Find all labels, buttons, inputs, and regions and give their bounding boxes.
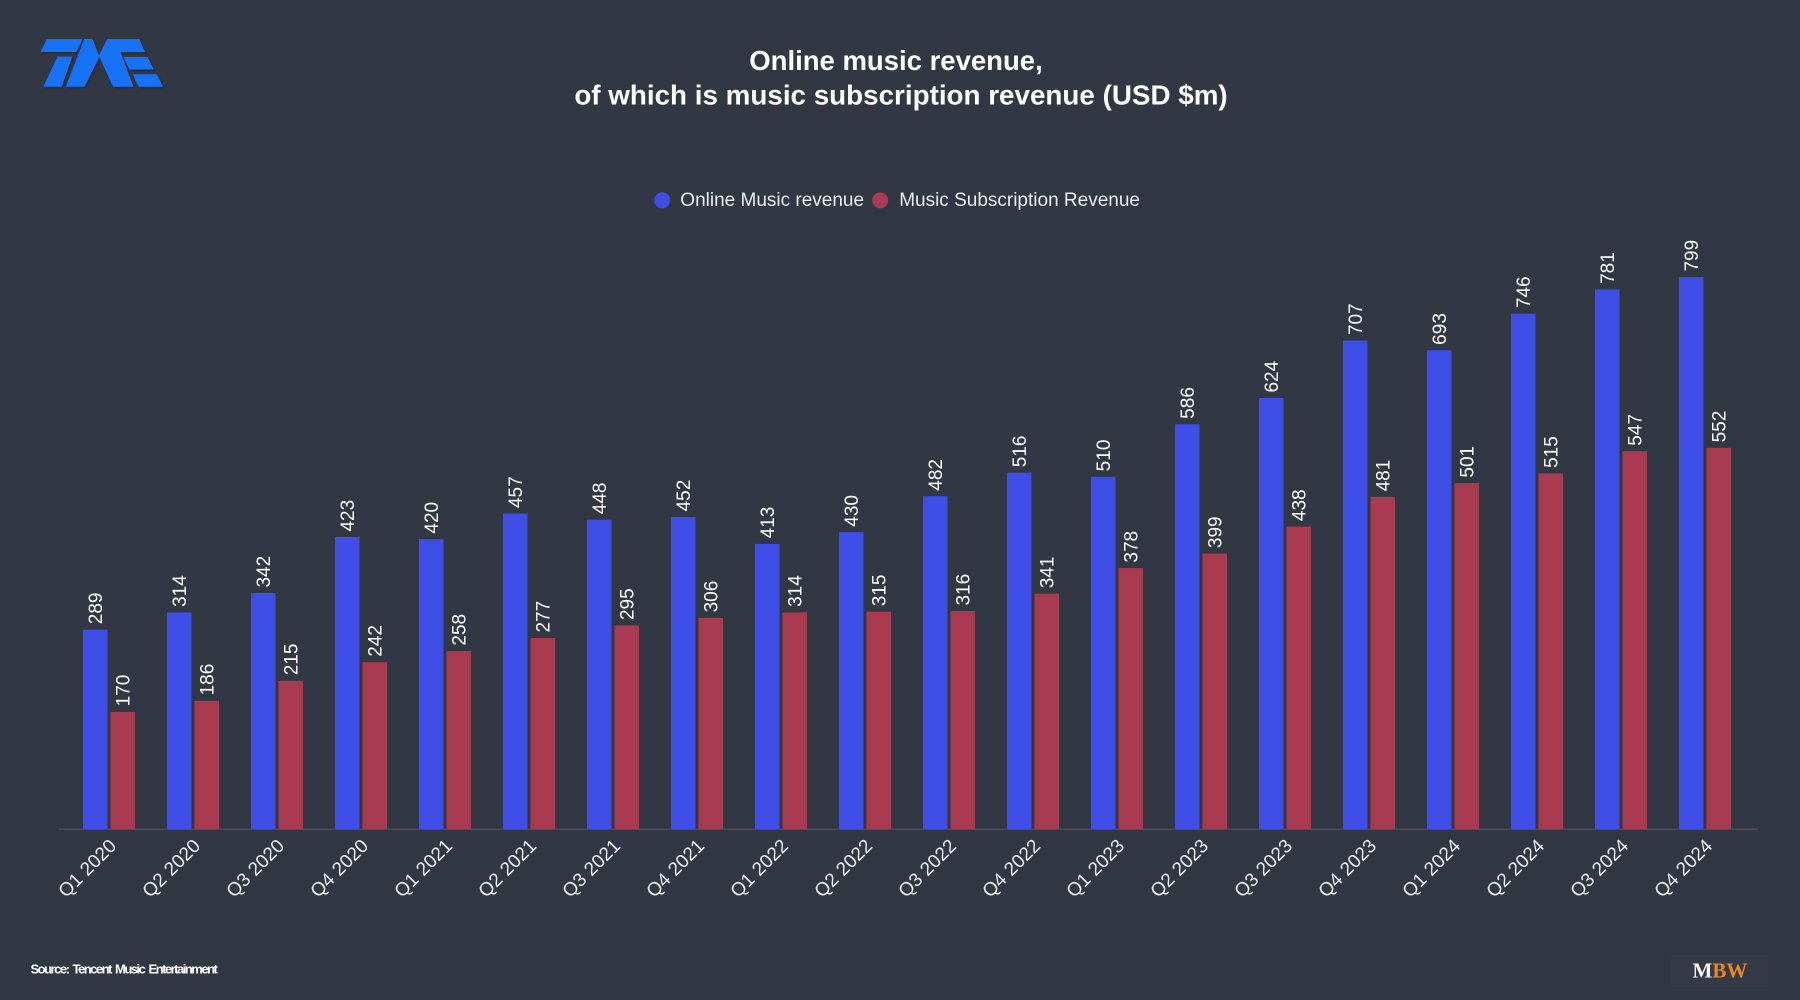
svg-text:448: 448 xyxy=(590,482,611,514)
svg-text:341: 341 xyxy=(1038,556,1059,588)
svg-text:746: 746 xyxy=(1514,276,1535,308)
svg-text:430: 430 xyxy=(842,495,863,527)
svg-text:781: 781 xyxy=(1598,252,1619,284)
svg-text:482: 482 xyxy=(926,459,947,491)
svg-text:515: 515 xyxy=(1542,436,1563,468)
svg-text:586: 586 xyxy=(1178,387,1199,419)
svg-text:510: 510 xyxy=(1094,440,1115,472)
svg-text:378: 378 xyxy=(1122,531,1143,563)
svg-text:501: 501 xyxy=(1458,446,1479,478)
svg-text:314: 314 xyxy=(170,575,191,607)
svg-text:186: 186 xyxy=(198,664,219,696)
svg-text:289: 289 xyxy=(86,592,107,624)
svg-text:452: 452 xyxy=(674,480,695,512)
svg-text:316: 316 xyxy=(954,574,975,606)
svg-text:215: 215 xyxy=(282,644,303,676)
svg-text:399: 399 xyxy=(1206,516,1227,548)
svg-text:Source: Tencent Music Entertai: Source: Tencent Music Entertainment xyxy=(31,962,219,977)
svg-text:413: 413 xyxy=(758,507,779,539)
svg-text:295: 295 xyxy=(618,588,639,620)
svg-text:624: 624 xyxy=(1262,360,1283,392)
svg-text:420: 420 xyxy=(422,502,443,534)
svg-text:342: 342 xyxy=(254,556,275,588)
svg-text:Online music revenue,: Online music revenue, xyxy=(749,45,1042,76)
svg-text:314: 314 xyxy=(786,575,807,607)
svg-text:481: 481 xyxy=(1374,460,1395,492)
svg-text:423: 423 xyxy=(338,500,359,532)
svg-text:277: 277 xyxy=(534,601,555,633)
svg-text:242: 242 xyxy=(366,625,387,657)
svg-text:707: 707 xyxy=(1346,303,1367,335)
svg-text:170: 170 xyxy=(114,675,135,707)
svg-text:547: 547 xyxy=(1626,414,1647,446)
svg-text:799: 799 xyxy=(1682,240,1703,272)
svg-text:Online Music revenue: Online Music revenue xyxy=(680,190,864,211)
svg-text:of which is music subscription: of which is music subscription revenue (… xyxy=(574,80,1227,111)
svg-text:516: 516 xyxy=(1010,435,1031,467)
svg-text:315: 315 xyxy=(870,574,891,606)
svg-text:306: 306 xyxy=(702,581,723,613)
svg-text:552: 552 xyxy=(1710,411,1731,443)
svg-text:438: 438 xyxy=(1290,489,1311,521)
svg-text:457: 457 xyxy=(506,476,527,508)
svg-text:MBW: MBW xyxy=(1693,959,1748,983)
svg-text:258: 258 xyxy=(450,614,471,646)
svg-text:693: 693 xyxy=(1430,313,1451,345)
svg-text:Music Subscription Revenue: Music Subscription Revenue xyxy=(899,190,1140,211)
